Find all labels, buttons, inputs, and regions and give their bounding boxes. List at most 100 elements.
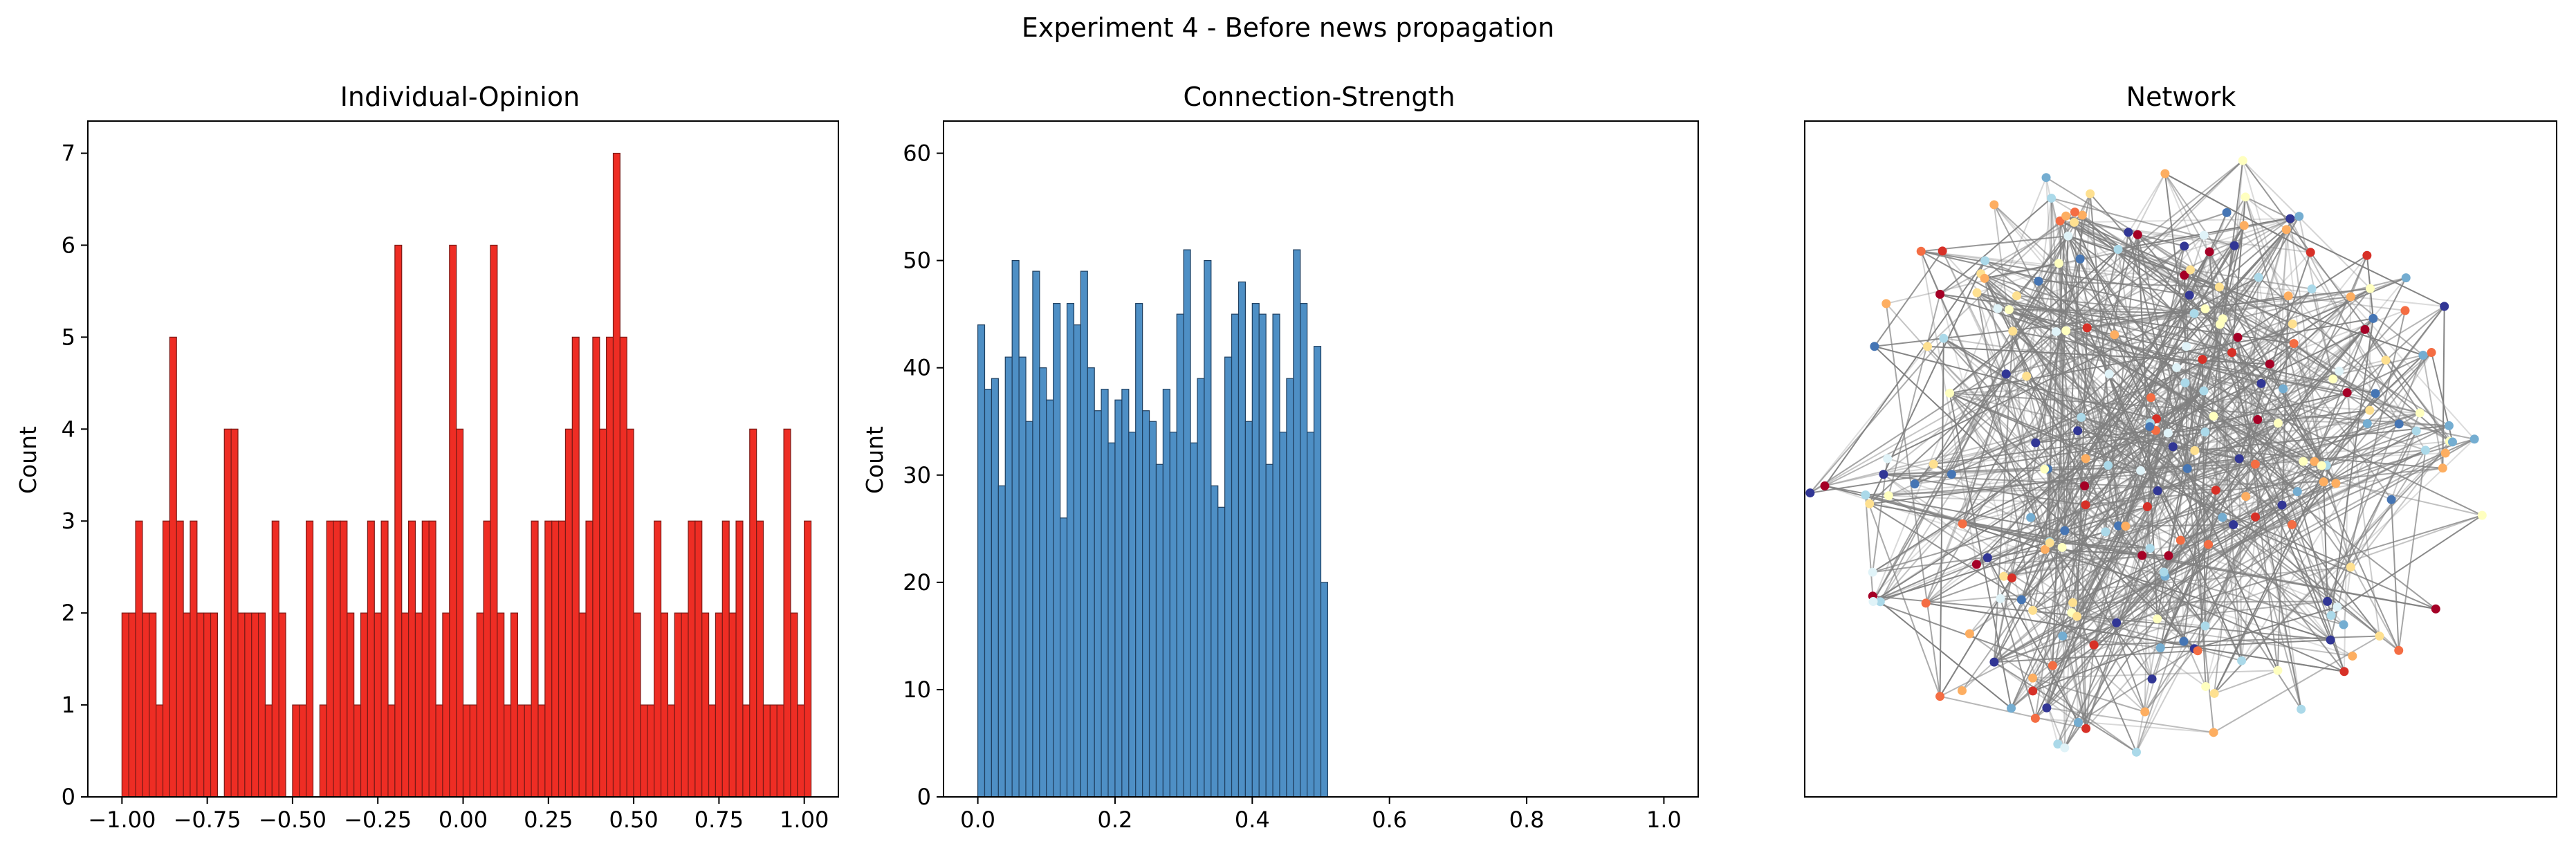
network-edge: [2364, 329, 2454, 443]
histogram-bar: [776, 704, 784, 798]
histogram-bar: [1073, 324, 1081, 798]
histogram-bar: [257, 612, 266, 798]
histogram-bar: [804, 520, 812, 798]
histogram-bar: [414, 612, 423, 798]
network-node: [2057, 542, 2067, 552]
network-node: [1971, 560, 1981, 569]
histogram-bar: [483, 520, 491, 798]
histogram-bar: [1231, 313, 1240, 798]
network-edge: [2064, 351, 2233, 531]
histogram-bar: [558, 520, 567, 798]
network-edge: [2157, 600, 2328, 620]
histogram-bar: [1320, 582, 1329, 798]
network-edge: [2012, 263, 2060, 332]
network-edge: [2269, 363, 2400, 651]
histogram-bar: [1183, 249, 1191, 798]
histogram-bar: [442, 612, 450, 798]
network-node: [2342, 388, 2352, 398]
network-node: [2238, 156, 2247, 165]
histogram-bar: [1286, 378, 1294, 798]
histogram-bar: [517, 704, 525, 798]
histogram-bar: [1204, 260, 1212, 798]
axis-ticks: −1.00 −0.75 −0.50 −0.25 0.00 0.25 0.50 0.75 1.00…: [62, 140, 829, 833]
network-node: [2307, 284, 2317, 294]
network-node: [1939, 333, 1949, 343]
network-node: [2155, 643, 2165, 653]
network-edge: [2168, 318, 2374, 556]
network-edge: [2182, 160, 2244, 642]
network-edge: [2140, 288, 2312, 471]
network-edge: [2237, 337, 2243, 661]
y-tick-label: 40: [903, 355, 931, 381]
network-node: [2400, 306, 2410, 315]
network-edge: [2066, 215, 2220, 288]
histogram-bar: [654, 520, 662, 798]
y-tick-label: 5: [62, 324, 75, 350]
network-edge: [1940, 695, 2086, 730]
network-edge: [2032, 625, 2206, 692]
network-node: [2339, 620, 2348, 629]
network-node: [2256, 378, 2266, 388]
histogram-bar: [728, 612, 737, 798]
network-node: [2273, 665, 2283, 675]
histogram-bar: [640, 704, 648, 798]
network-node: [2346, 562, 2355, 572]
histogram-bar: [156, 704, 164, 798]
network-edge: [2115, 446, 2174, 623]
network-node: [1980, 256, 1990, 266]
histogram-bar: [633, 612, 641, 798]
network-node: [2289, 338, 2299, 348]
network-edge: [2184, 358, 2203, 384]
network-edge: [2074, 218, 2290, 223]
chart-title: Network: [2126, 82, 2236, 112]
network-edge: [1994, 650, 2198, 663]
network-node: [2012, 291, 2021, 301]
histogram-bar: [374, 612, 382, 798]
histogram-bar: [428, 520, 436, 798]
histogram-bar: [1211, 485, 1219, 798]
network-node: [2082, 323, 2092, 333]
network-edge: [2077, 616, 2242, 662]
network-edge: [2214, 441, 2454, 695]
network-edge: [2003, 425, 2449, 578]
network-edge: [2330, 515, 2483, 616]
histogram-bar: [694, 520, 703, 798]
network-edge: [2021, 599, 2079, 723]
network-edge: [2117, 249, 2166, 577]
network-node: [2073, 426, 2083, 436]
histogram-bar: [612, 152, 620, 798]
network-node: [2317, 461, 2326, 470]
histogram-bar: [1155, 463, 1163, 798]
network-node: [2104, 369, 2114, 379]
histogram-bar: [469, 704, 477, 798]
network-edge: [2125, 524, 2234, 527]
network-node: [2229, 241, 2239, 250]
network-edge: [2072, 524, 2234, 604]
network-edge: [1874, 250, 1943, 347]
network-edge: [1976, 292, 2034, 611]
network-edge: [1997, 308, 2376, 394]
network-edge: [2052, 622, 2117, 666]
histogram-bar: [1025, 421, 1033, 798]
network-node: [2204, 540, 2214, 549]
histogram-bar: [1272, 313, 1280, 798]
network-node: [1972, 288, 1982, 297]
network-node: [2001, 369, 2011, 379]
histogram-bar: [319, 704, 327, 798]
histogram-bar: [797, 704, 805, 798]
network-edge: [2000, 598, 2036, 719]
network-node: [2028, 605, 2038, 615]
network-node: [1861, 490, 1870, 499]
network-edge: [1984, 278, 2087, 729]
network-edge: [2157, 438, 2475, 620]
network-node: [2121, 522, 2131, 531]
network-edge: [2442, 306, 2445, 468]
histogram-bar: [991, 378, 999, 798]
network-edge: [2173, 445, 2443, 469]
histogram-bar: [1169, 432, 1177, 798]
network-edge: [2213, 295, 2290, 417]
network-edge: [2160, 343, 2295, 648]
network-edge: [1879, 334, 2115, 603]
histogram-bar: [1142, 410, 1150, 798]
